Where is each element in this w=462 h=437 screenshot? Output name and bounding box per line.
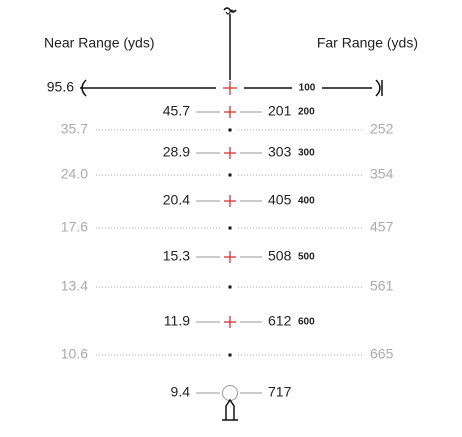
rows: 45.7 201 200 28.9 303 300 20.4 405 400 15.3 508 500… — [61, 103, 394, 362]
far-value: 354 — [370, 166, 394, 182]
near-value: 35.7 — [61, 121, 88, 137]
center-dot — [228, 353, 232, 357]
mark-label: 200 — [298, 107, 315, 118]
center-dot — [228, 128, 232, 132]
near-value: 9.4 — [171, 384, 191, 400]
near-value: 45.7 — [163, 103, 190, 119]
center-dot — [228, 173, 232, 177]
near-value: 24.0 — [61, 166, 88, 182]
mark-label: 100 — [299, 83, 316, 94]
far-value: 561 — [370, 278, 394, 294]
center-dot — [228, 285, 232, 289]
far-value: 405 — [268, 192, 292, 208]
far-value: 508 — [268, 248, 292, 264]
far-value: 665 — [370, 346, 394, 362]
near-value: 20.4 — [163, 192, 190, 208]
far-value: 201 — [268, 103, 292, 119]
mark-label: 300 — [298, 148, 315, 159]
center-dot — [228, 226, 232, 230]
near-value: 13.4 — [61, 278, 88, 294]
mark-label: 500 — [298, 252, 315, 263]
far-value: 612 — [268, 313, 292, 329]
far-value: 717 — [268, 384, 292, 400]
far-value: 303 — [268, 144, 292, 160]
bottom-post — [222, 385, 238, 421]
mark-label: 600 — [298, 317, 315, 328]
mark-label: 400 — [298, 196, 315, 207]
near-value: 10.6 — [61, 346, 88, 362]
near-value: 17.6 — [61, 219, 88, 235]
near-value: 11.9 — [164, 313, 190, 329]
near-value: 15.3 — [163, 248, 190, 264]
near-range-label: Near Range (yds) — [44, 35, 155, 51]
top-post — [80, 7, 383, 97]
far-value: 252 — [370, 121, 394, 137]
top-cross — [223, 81, 237, 95]
far-range-label: Far Range (yds) — [317, 35, 418, 51]
far-value: 457 — [370, 219, 394, 235]
near-value: 95.6 — [47, 79, 74, 95]
near-value: 28.9 — [163, 144, 190, 160]
